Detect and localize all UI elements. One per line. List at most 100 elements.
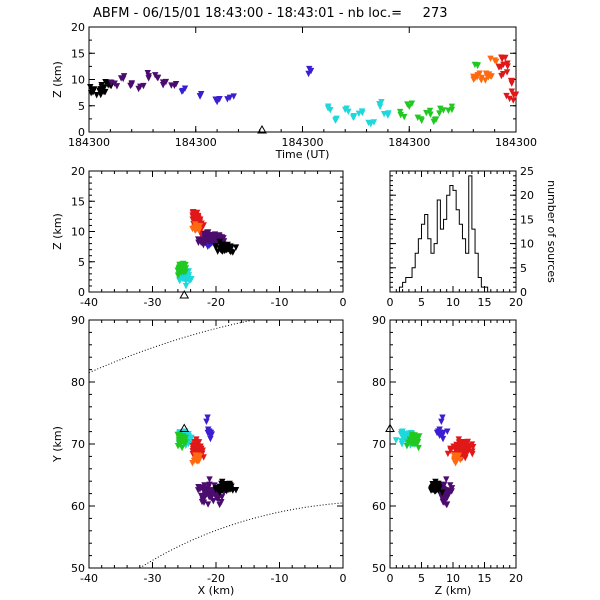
x-z-point: [199, 236, 206, 244]
z-y-point: [399, 431, 406, 438]
z-y-point: [414, 434, 422, 441]
time-height-point: [196, 93, 204, 100]
time-height-point: [378, 98, 385, 106]
x-y-panel: -40 -30 -20 -10 0 50 60 70 80 90 X (km) Y (km): [51, 314, 347, 597]
x-y-point: [195, 457, 203, 465]
y-tick-label: 90: [372, 314, 386, 327]
time-height-point: [503, 92, 510, 100]
time-height-point: [397, 112, 404, 119]
time-height-point: [154, 74, 162, 82]
y-axis-label: number of sources: [545, 180, 558, 283]
station-marker: [385, 423, 395, 432]
x-z-point: [204, 243, 211, 250]
time-height-panel: 0 5 10 15 20 Time (UT) Z (km) 184300 184300 18430…: [51, 21, 537, 161]
x-tick-label: 0: [340, 572, 347, 585]
time-height-point: [144, 70, 151, 77]
x-y-point: [197, 443, 204, 450]
time-height-point: [230, 93, 237, 100]
x-y-point: [218, 498, 225, 506]
time-height-point: [128, 80, 136, 87]
x-z-point: [204, 229, 212, 236]
y-tick-label: 60: [71, 500, 85, 513]
time-height-point: [474, 62, 481, 70]
time-height-point: [445, 107, 452, 114]
time-height-point: [370, 119, 378, 126]
x-tick-label: 5: [418, 296, 425, 309]
range-arcs: [89, 320, 343, 568]
x-tick-label: 20: [509, 296, 523, 309]
z-y-point: [439, 414, 446, 421]
x-y-point: [204, 429, 211, 437]
station-marker: [179, 423, 190, 432]
x-tick-label: -20: [207, 572, 225, 585]
x-y-point: [210, 497, 217, 505]
x-tick-label: 184300: [495, 136, 537, 149]
x-tick-label: -10: [271, 296, 289, 309]
y-tick-label: 60: [372, 500, 386, 513]
x-y-point: [218, 494, 226, 501]
figure-title: ABFM - 06/15/01 18:43:00 - 18:43:01 - nb…: [93, 6, 448, 21]
z-y-point: [463, 445, 470, 453]
y-tick-label: 5: [78, 256, 85, 269]
time-height-point: [430, 118, 437, 126]
x-y-point: [206, 476, 213, 483]
x-y-point: [195, 487, 202, 494]
time-height-point: [355, 110, 363, 118]
range-arc: [139, 502, 343, 568]
z-y-point: [455, 439, 463, 446]
time-height-point: [117, 75, 125, 82]
time-height-frame: [88, 26, 517, 133]
z-y-point: [461, 439, 468, 446]
y-tick-label: 0: [520, 286, 527, 299]
z-y-point: [432, 481, 440, 488]
time-height-point: [324, 103, 332, 110]
z-y-point: [440, 429, 447, 437]
x-z-point: [193, 209, 201, 217]
z-y-point: [444, 450, 452, 458]
time-height-point: [404, 101, 411, 108]
z-y-point: [443, 501, 451, 508]
x-y-point: [175, 434, 183, 442]
z-y-point: [455, 452, 462, 459]
x-tick-label: -30: [144, 572, 162, 585]
time-height-point: [168, 82, 175, 89]
time-height-point: [350, 114, 358, 121]
y-tick-label: 20: [71, 165, 85, 178]
x-axis-label: Time (UT): [275, 148, 330, 161]
x-tick-label: 0: [340, 296, 347, 309]
x-tick-label: 184300: [388, 136, 430, 149]
time-height-point: [98, 87, 105, 94]
time-height-point: [140, 82, 147, 90]
time-height-point: [306, 65, 313, 73]
x-y-point: [232, 487, 240, 494]
time-height-point: [343, 105, 350, 112]
time-height-point: [376, 103, 384, 111]
time-height-point: [89, 89, 97, 96]
time-height-point: [487, 55, 494, 62]
range-arc: [89, 320, 256, 374]
y-tick-label: 50: [71, 562, 85, 575]
y-tick-label: 5: [78, 100, 85, 113]
time-height-point: [380, 110, 388, 118]
x-y-point: [218, 481, 226, 488]
x-tick-label: -20: [207, 296, 225, 309]
y-tick-label: 25: [520, 165, 534, 178]
x-z-point: [232, 244, 240, 251]
z-y-point: [408, 431, 416, 439]
time-height-point: [426, 107, 434, 115]
x-axis-label: Z (km): [435, 584, 472, 597]
z-y-point: [433, 487, 440, 494]
time-height-point: [120, 73, 128, 80]
time-height-point: [332, 117, 339, 124]
time-height-point: [510, 91, 518, 99]
y-tick-label: 10: [520, 238, 534, 251]
y-tick-label: 70: [71, 438, 85, 451]
time-height-point: [401, 113, 408, 121]
y-axis-label: Z (km): [51, 61, 64, 98]
z-y-point: [433, 429, 441, 437]
x-tick-label: 10: [446, 296, 460, 309]
z-y-point: [440, 481, 448, 489]
z-y-point: [415, 444, 422, 452]
